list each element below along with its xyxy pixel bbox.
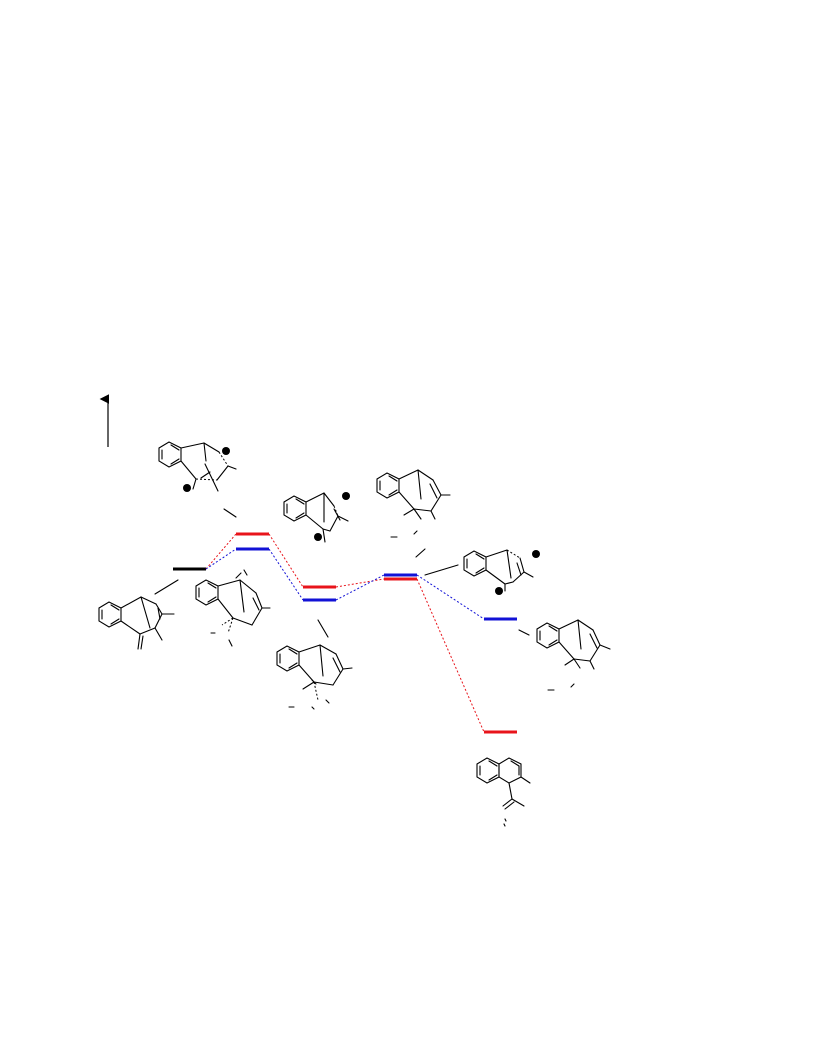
minus-charge-icon xyxy=(313,532,323,542)
structure-product-red xyxy=(476,757,531,827)
structure-ts1-lower xyxy=(195,569,271,647)
energy-levels xyxy=(173,532,517,734)
structure-ts2-upper xyxy=(376,469,451,538)
structure-reactant xyxy=(98,596,175,650)
minus-charge-icon xyxy=(494,586,504,596)
plus-charge-icon xyxy=(531,549,541,559)
plus-charge-icon xyxy=(221,446,231,456)
structure-product-blue xyxy=(536,619,611,691)
minus-charge-icon xyxy=(182,483,192,493)
structure-int1-upper xyxy=(283,491,351,543)
pathway-connectors xyxy=(205,533,485,733)
structure-ts2-right xyxy=(463,549,541,596)
structure-ts1 xyxy=(158,441,237,493)
leader-lines xyxy=(154,508,530,638)
structure-int1-lower xyxy=(276,644,353,710)
plus-charge-icon xyxy=(341,491,351,501)
